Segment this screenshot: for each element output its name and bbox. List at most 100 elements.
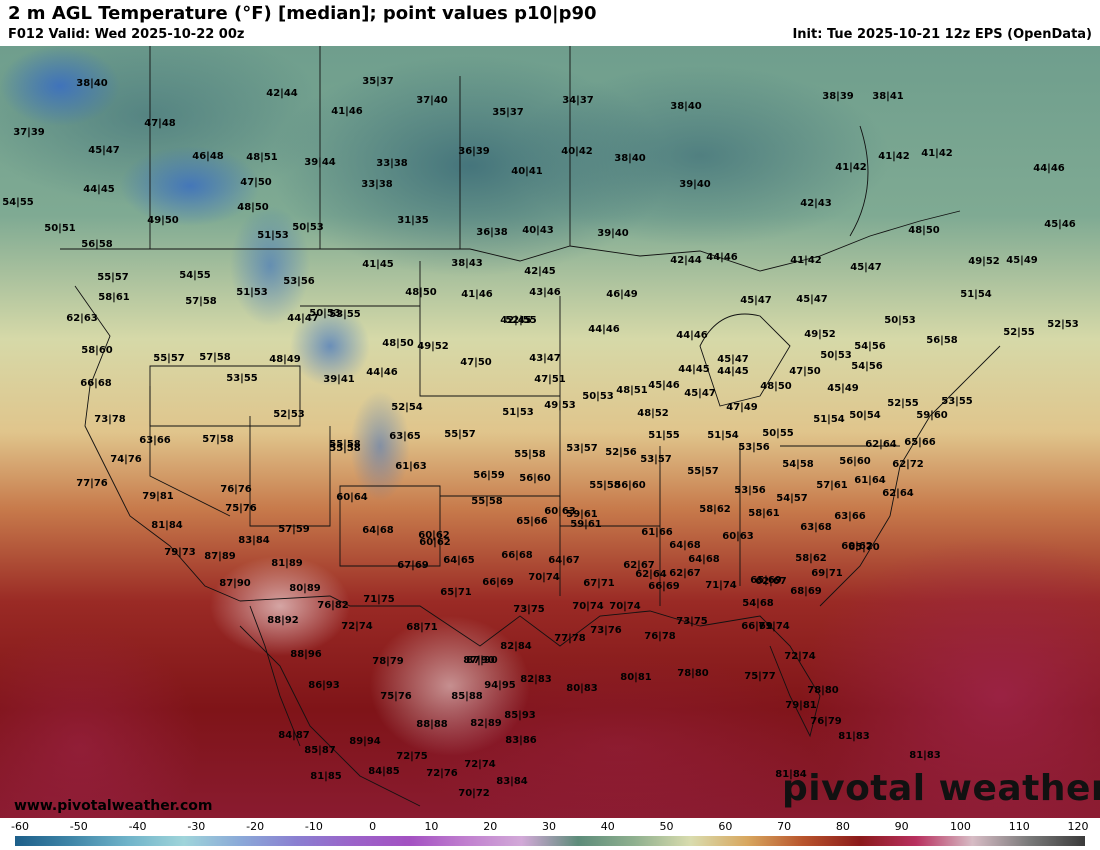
point-value: 41|46 xyxy=(461,289,493,300)
point-value: 50|53 xyxy=(884,315,916,326)
point-value: 74|76 xyxy=(110,454,142,465)
point-value: 37|39 xyxy=(13,127,45,138)
point-value: 51|53 xyxy=(236,287,268,298)
point-value: 56|60 xyxy=(519,473,551,484)
point-value: 47|50 xyxy=(460,357,492,368)
point-value: 39|44 xyxy=(304,157,336,168)
point-value: 58|62 xyxy=(795,553,827,564)
point-value: 39|40 xyxy=(597,228,629,239)
point-value: 75|76 xyxy=(225,503,257,514)
point-value: 35|37 xyxy=(362,76,394,87)
point-value: 61|63 xyxy=(395,461,427,472)
point-value: 60|62 xyxy=(419,537,451,548)
temperature-map[interactable]: 38|40 42|44 35|37 37|40 35|37 34|37 38|40 38|39… xyxy=(0,46,1100,818)
point-value: 84|85 xyxy=(368,766,400,777)
point-value: 63|68 xyxy=(800,522,832,533)
point-value: 56|58 xyxy=(926,335,958,346)
point-value: 36|39 xyxy=(458,146,490,157)
point-value: 52|53 xyxy=(1047,319,1079,330)
colorbar-tick: 120 xyxy=(1067,820,1089,833)
colorbar-tick: 80 xyxy=(835,820,850,833)
point-value: 71|75 xyxy=(363,594,395,605)
point-value: 82|84 xyxy=(500,641,532,652)
point-value: 55|57 xyxy=(687,466,719,477)
point-value: 87|89 xyxy=(204,551,236,562)
point-value: 80|89 xyxy=(289,583,321,594)
colorbar-tick: 30 xyxy=(542,820,556,833)
point-value: 82|89 xyxy=(470,718,502,729)
point-value: 54|68 xyxy=(742,598,774,609)
point-value: 64|68 xyxy=(669,540,701,551)
point-value: 31|35 xyxy=(397,215,429,226)
colorbar-tick: -30 xyxy=(187,820,206,833)
point-value: 81|84 xyxy=(775,769,807,780)
point-value: 44|46 xyxy=(676,330,708,341)
point-value: 64|68 xyxy=(362,525,394,536)
site-url[interactable]: www.pivotalweather.com xyxy=(14,798,213,814)
point-value: 56|60 xyxy=(614,480,646,491)
point-value: 81|89 xyxy=(271,558,303,569)
point-value: 79|81 xyxy=(142,491,174,502)
point-value: 83|86 xyxy=(505,735,537,746)
point-value: 49|53 xyxy=(544,400,576,411)
point-value: 71|74 xyxy=(705,580,737,591)
point-value: 52|55 xyxy=(1003,327,1035,338)
point-value: 72|74 xyxy=(464,759,496,770)
colorbar: -60 -50 -40 -30 -20 -10 0 10 20 30 40 50 60 70 80 90 100… xyxy=(0,818,1100,850)
point-value: 45|47 xyxy=(684,388,716,399)
point-value: 50|53 xyxy=(582,391,614,402)
point-value: 63|66 xyxy=(834,511,866,522)
point-value: 52|56 xyxy=(605,447,637,458)
point-value: 63|66 xyxy=(139,435,171,446)
point-value: 66|69 xyxy=(741,621,773,632)
point-value: 45|47 xyxy=(740,295,772,306)
point-value: 60|63 xyxy=(722,531,754,542)
point-value: 80|81 xyxy=(620,672,652,683)
point-value: 94|95 xyxy=(484,680,516,691)
point-value: 85|93 xyxy=(504,710,536,721)
point-value: 77|76 xyxy=(76,478,108,489)
point-value: 61|64 xyxy=(854,475,886,486)
point-value: 70|74 xyxy=(572,601,604,612)
point-value: 44|46 xyxy=(1033,163,1065,174)
point-value: 59|61 xyxy=(570,519,602,530)
point-value: 65|66 xyxy=(516,516,548,527)
point-value: 40|42 xyxy=(561,146,593,157)
colorbar-tick: -20 xyxy=(246,820,265,833)
point-value: 88|92 xyxy=(267,615,299,626)
point-value: 89|94 xyxy=(349,736,381,747)
point-value: 53|57 xyxy=(566,443,598,454)
colorbar-tick: 60 xyxy=(718,820,733,833)
point-value: 44|46 xyxy=(366,367,398,378)
point-value: 42|44 xyxy=(670,255,702,266)
point-value: 87|90 xyxy=(466,655,498,666)
point-value: 72|74 xyxy=(341,621,373,632)
point-value: 45|47 xyxy=(796,294,828,305)
point-value: 58|62 xyxy=(699,504,731,515)
point-value: 55|58 xyxy=(514,449,546,460)
colorbar-tick: 0 xyxy=(369,820,377,833)
point-value: 50|53 xyxy=(292,222,324,233)
point-value: 60|62 xyxy=(841,541,873,552)
point-value: 51|53 xyxy=(257,230,289,241)
point-value: 88|96 xyxy=(290,649,322,660)
point-value: 67|69 xyxy=(397,560,429,571)
point-value: 51|54 xyxy=(960,289,992,300)
point-value: 53|55 xyxy=(226,373,258,384)
point-value: 48|52 xyxy=(637,408,669,419)
point-value: 63|65 xyxy=(389,431,421,442)
point-value: 81|85 xyxy=(310,771,342,782)
point-value: 56|60 xyxy=(839,456,871,467)
point-value: 72|76 xyxy=(426,768,458,779)
point-value: 53|56 xyxy=(283,276,315,287)
point-value: 50|53 xyxy=(309,308,341,319)
point-value: 81|84 xyxy=(151,520,183,531)
point-value: 46|48 xyxy=(192,151,224,162)
point-value: 56|59 xyxy=(473,470,505,481)
point-value: 88|88 xyxy=(416,719,448,730)
point-value: 44|46 xyxy=(706,252,738,263)
point-value: 38|40 xyxy=(614,153,646,164)
point-value: 79|81 xyxy=(785,700,817,711)
point-value: 47|49 xyxy=(726,402,758,413)
point-value: 62|72 xyxy=(892,459,924,470)
